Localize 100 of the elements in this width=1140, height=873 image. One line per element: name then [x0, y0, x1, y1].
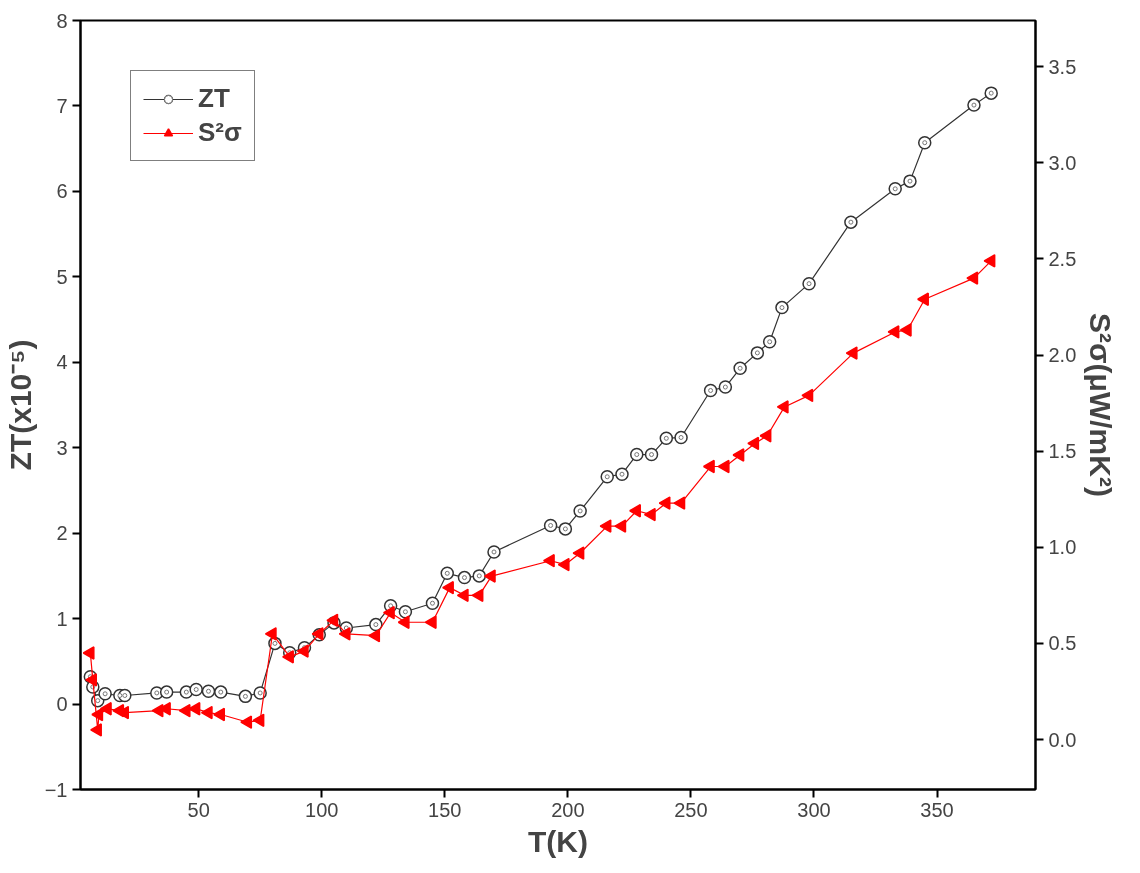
point	[644, 447, 659, 462]
point	[99, 702, 112, 716]
point	[213, 707, 226, 722]
y-tick-label: 8	[56, 9, 68, 32]
point	[368, 628, 381, 643]
point	[629, 503, 641, 518]
point	[887, 325, 900, 339]
x-tick-label: 200	[551, 798, 585, 821]
point	[717, 459, 730, 474]
point	[98, 687, 112, 701]
y-tick-label: 5	[56, 265, 68, 288]
point	[457, 570, 472, 585]
y2-tick-label: 0.5	[1048, 632, 1077, 655]
point	[572, 546, 585, 560]
point	[844, 215, 858, 229]
y-axis-title: ZT(x10⁻⁵)	[3, 339, 37, 471]
x-tick-label: 50	[187, 798, 210, 821]
point	[543, 518, 558, 533]
point	[487, 545, 501, 559]
y2-tick-label: 2.0	[1048, 344, 1077, 367]
point	[802, 276, 816, 291]
legend-label: S²σ	[198, 117, 242, 148]
y-tick-label: 0	[56, 693, 68, 716]
point	[82, 646, 95, 660]
point	[801, 388, 814, 403]
point	[442, 580, 454, 595]
y-tick-label: 1	[56, 607, 68, 630]
point	[440, 566, 454, 581]
point	[397, 615, 410, 629]
point	[471, 588, 484, 603]
x-axis-title: T(K)	[528, 824, 588, 858]
point	[643, 507, 656, 522]
point	[659, 431, 674, 446]
point	[91, 707, 104, 722]
y2-tick-label: 2.5	[1048, 247, 1077, 270]
point	[382, 605, 395, 620]
point	[899, 323, 912, 337]
x-tick-label: 350	[920, 798, 954, 821]
y-tick-label: 6	[56, 180, 68, 203]
point	[456, 588, 469, 603]
point	[747, 436, 760, 451]
point	[845, 346, 858, 360]
point	[398, 605, 413, 619]
point	[338, 627, 351, 641]
point	[967, 98, 981, 112]
y-tick-label: −1	[44, 778, 68, 801]
point	[369, 617, 383, 632]
point	[776, 400, 789, 414]
point	[702, 459, 715, 474]
point	[762, 335, 777, 349]
y2-tick-label: 3.5	[1048, 55, 1077, 78]
x-tick-label: 250	[674, 798, 708, 821]
point	[200, 705, 213, 720]
point	[673, 496, 686, 510]
legend-label: ZT	[198, 83, 230, 114]
point	[282, 650, 294, 664]
point	[179, 685, 194, 699]
y-tick-label: 7	[56, 94, 68, 117]
point	[296, 644, 309, 658]
point	[483, 569, 496, 583]
point	[888, 182, 902, 196]
point	[557, 557, 570, 572]
point	[759, 429, 772, 443]
y-tick-label: 4	[56, 351, 68, 374]
y2-tick-label: 0.0	[1048, 728, 1077, 751]
point	[600, 470, 614, 484]
point	[750, 346, 765, 360]
point	[775, 300, 789, 315]
point	[732, 448, 745, 462]
point	[718, 380, 733, 394]
y2-tick-label: 3.0	[1048, 151, 1077, 174]
point	[214, 685, 228, 699]
point	[558, 522, 573, 536]
point	[425, 596, 440, 610]
point	[984, 86, 998, 100]
point	[983, 254, 996, 268]
point	[703, 383, 718, 398]
y2-tick-label: 1.0	[1048, 536, 1077, 559]
point	[542, 553, 555, 568]
y-tick-label: 3	[56, 436, 68, 459]
point	[472, 569, 486, 583]
point	[188, 702, 201, 716]
point	[264, 627, 277, 641]
point	[614, 519, 627, 533]
point	[966, 271, 979, 285]
x-tick-label: 150	[428, 798, 462, 821]
point	[733, 361, 747, 375]
point	[674, 430, 688, 445]
point	[238, 689, 253, 704]
point	[573, 504, 587, 518]
point	[240, 715, 253, 729]
x-tick-label: 100	[305, 798, 339, 821]
y2-axis-title: S²σ(μW/mK²)	[1084, 313, 1118, 497]
point	[201, 684, 216, 698]
point	[253, 686, 267, 700]
y2-tick-label: 1.5	[1048, 440, 1077, 463]
point	[615, 467, 629, 481]
point	[903, 174, 917, 188]
point	[178, 703, 191, 718]
point	[90, 723, 102, 737]
